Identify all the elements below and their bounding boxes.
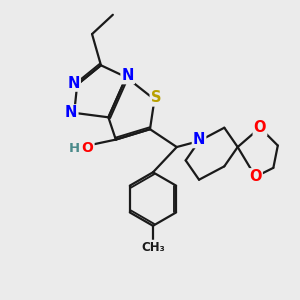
Text: S: S [151,91,161,106]
Text: H: H [69,142,80,155]
Text: CH₃: CH₃ [141,241,165,254]
Text: N: N [68,76,80,91]
Text: N: N [122,68,134,83]
Text: O: O [82,141,94,154]
Text: O: O [254,120,266,135]
Text: N: N [65,105,77,120]
Text: O: O [249,169,262,184]
Text: N: N [193,132,205,147]
